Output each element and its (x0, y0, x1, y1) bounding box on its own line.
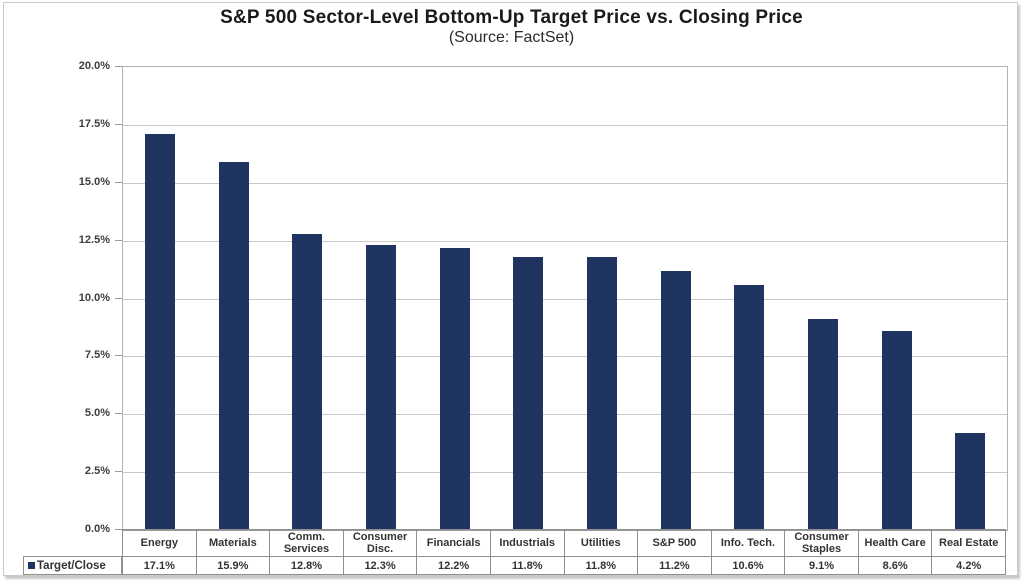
y-axis-tick-mark (115, 355, 122, 357)
gridline (123, 182, 1007, 184)
bar-materials (218, 161, 249, 530)
value-cell: 12.2% (416, 556, 490, 574)
bar-financials (439, 247, 470, 530)
value-cell: 15.9% (195, 556, 270, 574)
y-axis-tick-label: 17.5% (78, 117, 110, 130)
y-axis-tick-label: 2.5% (84, 465, 110, 478)
chart-subtitle: (Source: FactSet) (448, 29, 575, 46)
category-cell: Comm. Services (269, 529, 343, 556)
bar-comm-services (292, 233, 323, 530)
value-cell: 10.6% (710, 556, 785, 574)
y-axis-tick-label: 15.0% (78, 175, 110, 188)
y-axis-tick-label: 12.5% (78, 233, 110, 246)
value-row: 17.1% 15.9% 12.8% 12.3% 12.2% 11.8% 11.8% 11.2%… (122, 556, 1006, 575)
bar-energy (144, 134, 175, 530)
value-cell: 9.1% (784, 556, 858, 574)
legend-label: Target/Close (37, 559, 106, 572)
y-axis-tick-label: 7.5% (84, 349, 110, 362)
category-cell: Real Estate (931, 529, 1005, 556)
category-cell: Industrials (489, 529, 564, 556)
y-axis-tick-mark (115, 181, 122, 183)
y-axis-tick-mark (115, 123, 122, 125)
value-cell: 12.3% (342, 556, 417, 574)
legend: Target/Close (23, 556, 122, 575)
category-header-row: Energy Materials Comm. Services Consumer Di… (122, 529, 1006, 557)
value-cell: 17.1% (122, 556, 196, 574)
y-axis-tick-label: 20.0% (78, 60, 110, 72)
category-cell: S&P 500 (637, 529, 711, 556)
y-axis-tick-mark (115, 239, 122, 241)
y-axis-tick-mark (115, 66, 122, 67)
category-cell: Info. Tech. (710, 529, 785, 556)
y-axis-tick-mark (115, 297, 122, 299)
bar-industrials (513, 256, 544, 530)
category-cell: Financials (416, 529, 490, 556)
gridline (123, 472, 1007, 474)
category-cell: Consumer Staples (784, 529, 858, 556)
y-axis-tick-label: 0.0% (84, 523, 110, 535)
bar-health-care (881, 330, 912, 530)
value-cell: 8.6% (857, 556, 932, 574)
gridline (123, 124, 1007, 126)
value-cell: 11.8% (489, 556, 564, 574)
bar-info-tech (734, 284, 765, 530)
y-axis-tick-label: 10.0% (78, 291, 110, 304)
value-cell: 11.8% (563, 556, 638, 574)
category-cell: Consumer Disc. (342, 529, 417, 556)
category-cell: Utilities (563, 529, 638, 556)
bar-real-estate (955, 432, 986, 530)
gridline (123, 414, 1007, 416)
bar-utilities (586, 256, 617, 530)
bar-consumer-staples (807, 319, 838, 530)
gridline (123, 298, 1007, 300)
bar-s-p-500 (660, 270, 691, 530)
category-cell: Health Care (857, 529, 932, 556)
gridline (123, 240, 1007, 242)
value-cell: 4.2% (931, 556, 1005, 574)
chart-title: S&P 500 Sector-Level Bottom-Up Target Pr… (220, 7, 803, 28)
category-cell: Energy (122, 529, 196, 556)
plot-area (122, 66, 1008, 531)
legend-swatch-icon (28, 562, 35, 569)
y-axis-tick-mark (115, 413, 122, 415)
gridline (123, 356, 1007, 358)
y-axis-tick-mark (115, 471, 122, 473)
y-axis-tick-label: 5.0% (84, 407, 110, 420)
bar-consumer-disc (365, 245, 396, 530)
value-cell: 11.2% (637, 556, 711, 574)
category-cell: Materials (195, 529, 270, 556)
y-axis-tick-mark (115, 529, 122, 530)
value-cell: 12.8% (269, 556, 343, 574)
